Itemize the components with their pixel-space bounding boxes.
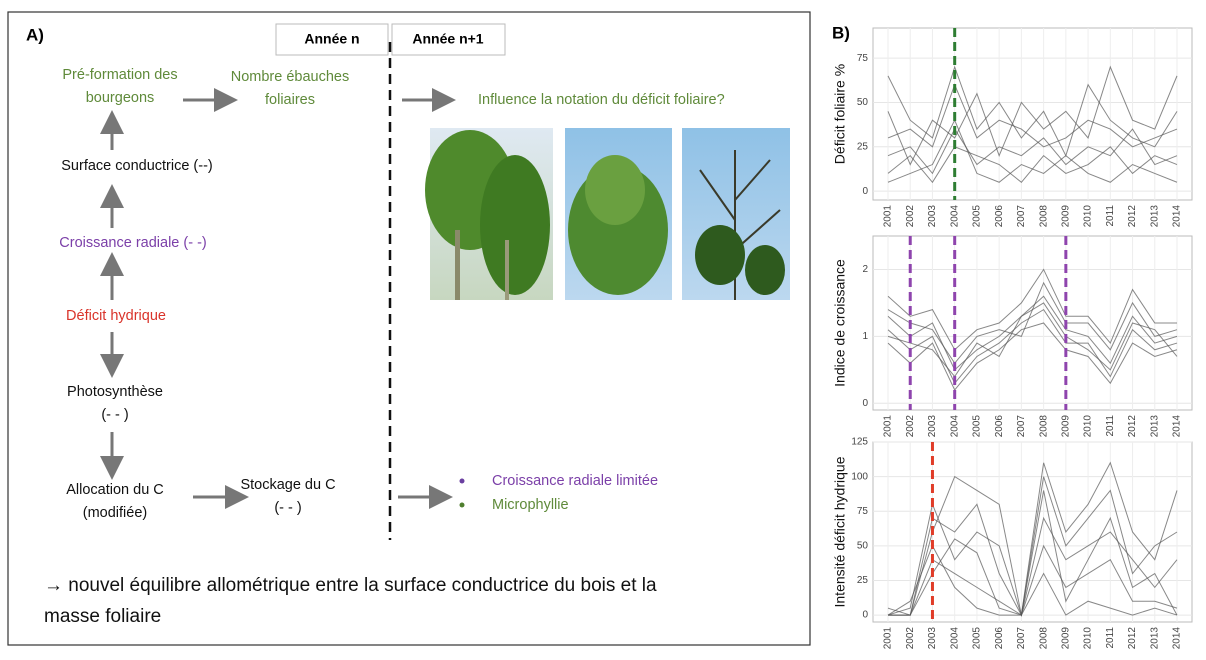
node-label: Stockage du C — [240, 477, 335, 493]
x-tick-label: 2009 — [1060, 627, 1071, 650]
y-tick-label: 125 — [851, 437, 868, 448]
x-tick-label: 2011 — [1105, 627, 1116, 649]
x-tick-label: 2012 — [1127, 415, 1138, 438]
conclusion: masse foliaire — [44, 606, 161, 627]
x-tick-label: 2012 — [1127, 627, 1138, 650]
x-tick-label: 2006 — [994, 627, 1005, 650]
x-tick-label: 2006 — [994, 205, 1005, 228]
x-tick-label: 2001 — [883, 627, 894, 650]
photos — [425, 128, 790, 300]
x-tick-label: 2006 — [994, 415, 1005, 438]
x-tick-label: 2013 — [1149, 415, 1160, 438]
y-tick-label: 25 — [857, 575, 869, 586]
x-tick-label: 2010 — [1083, 415, 1094, 438]
x-tick-label: 2001 — [883, 205, 894, 228]
node-label: (- - ) — [101, 407, 128, 423]
header: Année n+1 — [412, 31, 483, 47]
x-tick-label: 2005 — [972, 415, 983, 438]
x-tick-label: 2004 — [949, 205, 960, 228]
node-label: Déficit hydrique — [66, 308, 166, 324]
x-tick-label: 2010 — [1083, 627, 1094, 650]
x-tick-label: 2007 — [1016, 415, 1027, 438]
bullet-text: Microphyllie — [492, 497, 569, 513]
y-tick-label: 2 — [862, 264, 868, 275]
x-tick-label: 2010 — [1083, 205, 1094, 228]
node-label: (modifiée) — [83, 505, 147, 521]
x-tick-label: 2009 — [1060, 415, 1071, 438]
node-label: Photosynthèse — [67, 384, 163, 400]
x-tick-label: 2003 — [927, 415, 938, 438]
y-tick-label: 25 — [857, 141, 869, 152]
x-tick-label: 2005 — [972, 205, 983, 228]
x-tick-label: 2008 — [1038, 415, 1049, 438]
x-tick-label: 2004 — [949, 415, 960, 438]
y-tick-label: 75 — [857, 506, 869, 517]
bullet-dot — [460, 503, 465, 508]
x-tick-label: 2014 — [1172, 627, 1183, 650]
bullet-text: Croissance radiale limitée — [492, 473, 658, 489]
conclusion: → nouvel équilibre allométrique entre la… — [44, 575, 657, 596]
node-label: bourgeons — [86, 90, 155, 106]
y-tick-label: 75 — [857, 53, 869, 64]
x-tick-label: 2003 — [927, 205, 938, 228]
x-tick-label: 2008 — [1038, 205, 1049, 228]
x-tick-label: 2007 — [1016, 627, 1027, 650]
y-tick-label: 0 — [862, 398, 868, 409]
node-label: Pré-formation des — [62, 67, 177, 83]
x-tick-label: 2005 — [972, 627, 983, 650]
x-tick-label: 2012 — [1127, 205, 1138, 228]
x-tick-label: 2002 — [905, 205, 916, 228]
x-tick-label: 2011 — [1105, 205, 1116, 227]
y-tick-label: 0 — [862, 186, 868, 197]
node-label: Influence la notation du déficit foliair… — [478, 92, 725, 108]
y-tick-label: 50 — [857, 540, 869, 551]
bullet-dot — [460, 479, 465, 484]
x-tick-label: 2013 — [1149, 627, 1160, 650]
x-tick-label: 2014 — [1172, 415, 1183, 438]
plot-area — [873, 28, 1192, 200]
y-tick-label: 50 — [857, 97, 869, 108]
node-label: Surface conductrice (--) — [61, 158, 213, 174]
node-label: Allocation du C — [66, 482, 164, 498]
header: Année n — [304, 31, 359, 47]
x-tick-label: 2013 — [1149, 205, 1160, 228]
y-axis-title: Indice de croissance — [832, 259, 848, 387]
y-tick-label: 0 — [862, 610, 868, 621]
y-axis-title: Intensité déficit hydrique — [832, 456, 848, 607]
x-tick-label: 2002 — [905, 415, 916, 438]
x-tick-label: 2001 — [883, 415, 894, 438]
y-axis-title: Déficit foliaire % — [832, 64, 848, 164]
figure: A) Année n Année n+1 B) Pré-formation de… — [0, 0, 1206, 655]
x-tick-label: 2003 — [927, 627, 938, 650]
x-tick-label: 2009 — [1060, 205, 1071, 228]
x-tick-label: 2011 — [1105, 415, 1116, 437]
node-label: (- - ) — [274, 500, 301, 516]
y-tick-label: 100 — [851, 471, 868, 482]
y-tick-label: 1 — [862, 331, 868, 342]
x-tick-label: 2002 — [905, 627, 916, 650]
panel-label: A) — [26, 25, 44, 44]
x-tick-label: 2008 — [1038, 627, 1049, 650]
node-label: Croissance radiale (- -) — [59, 235, 206, 251]
plot-area — [873, 236, 1192, 410]
node-label: foliaires — [265, 92, 315, 108]
panel-label: B) — [832, 23, 850, 42]
x-tick-label: 2007 — [1016, 205, 1027, 228]
x-tick-label: 2004 — [949, 627, 960, 650]
node-label: Nombre ébauches — [231, 69, 350, 85]
x-tick-label: 2014 — [1172, 205, 1183, 228]
